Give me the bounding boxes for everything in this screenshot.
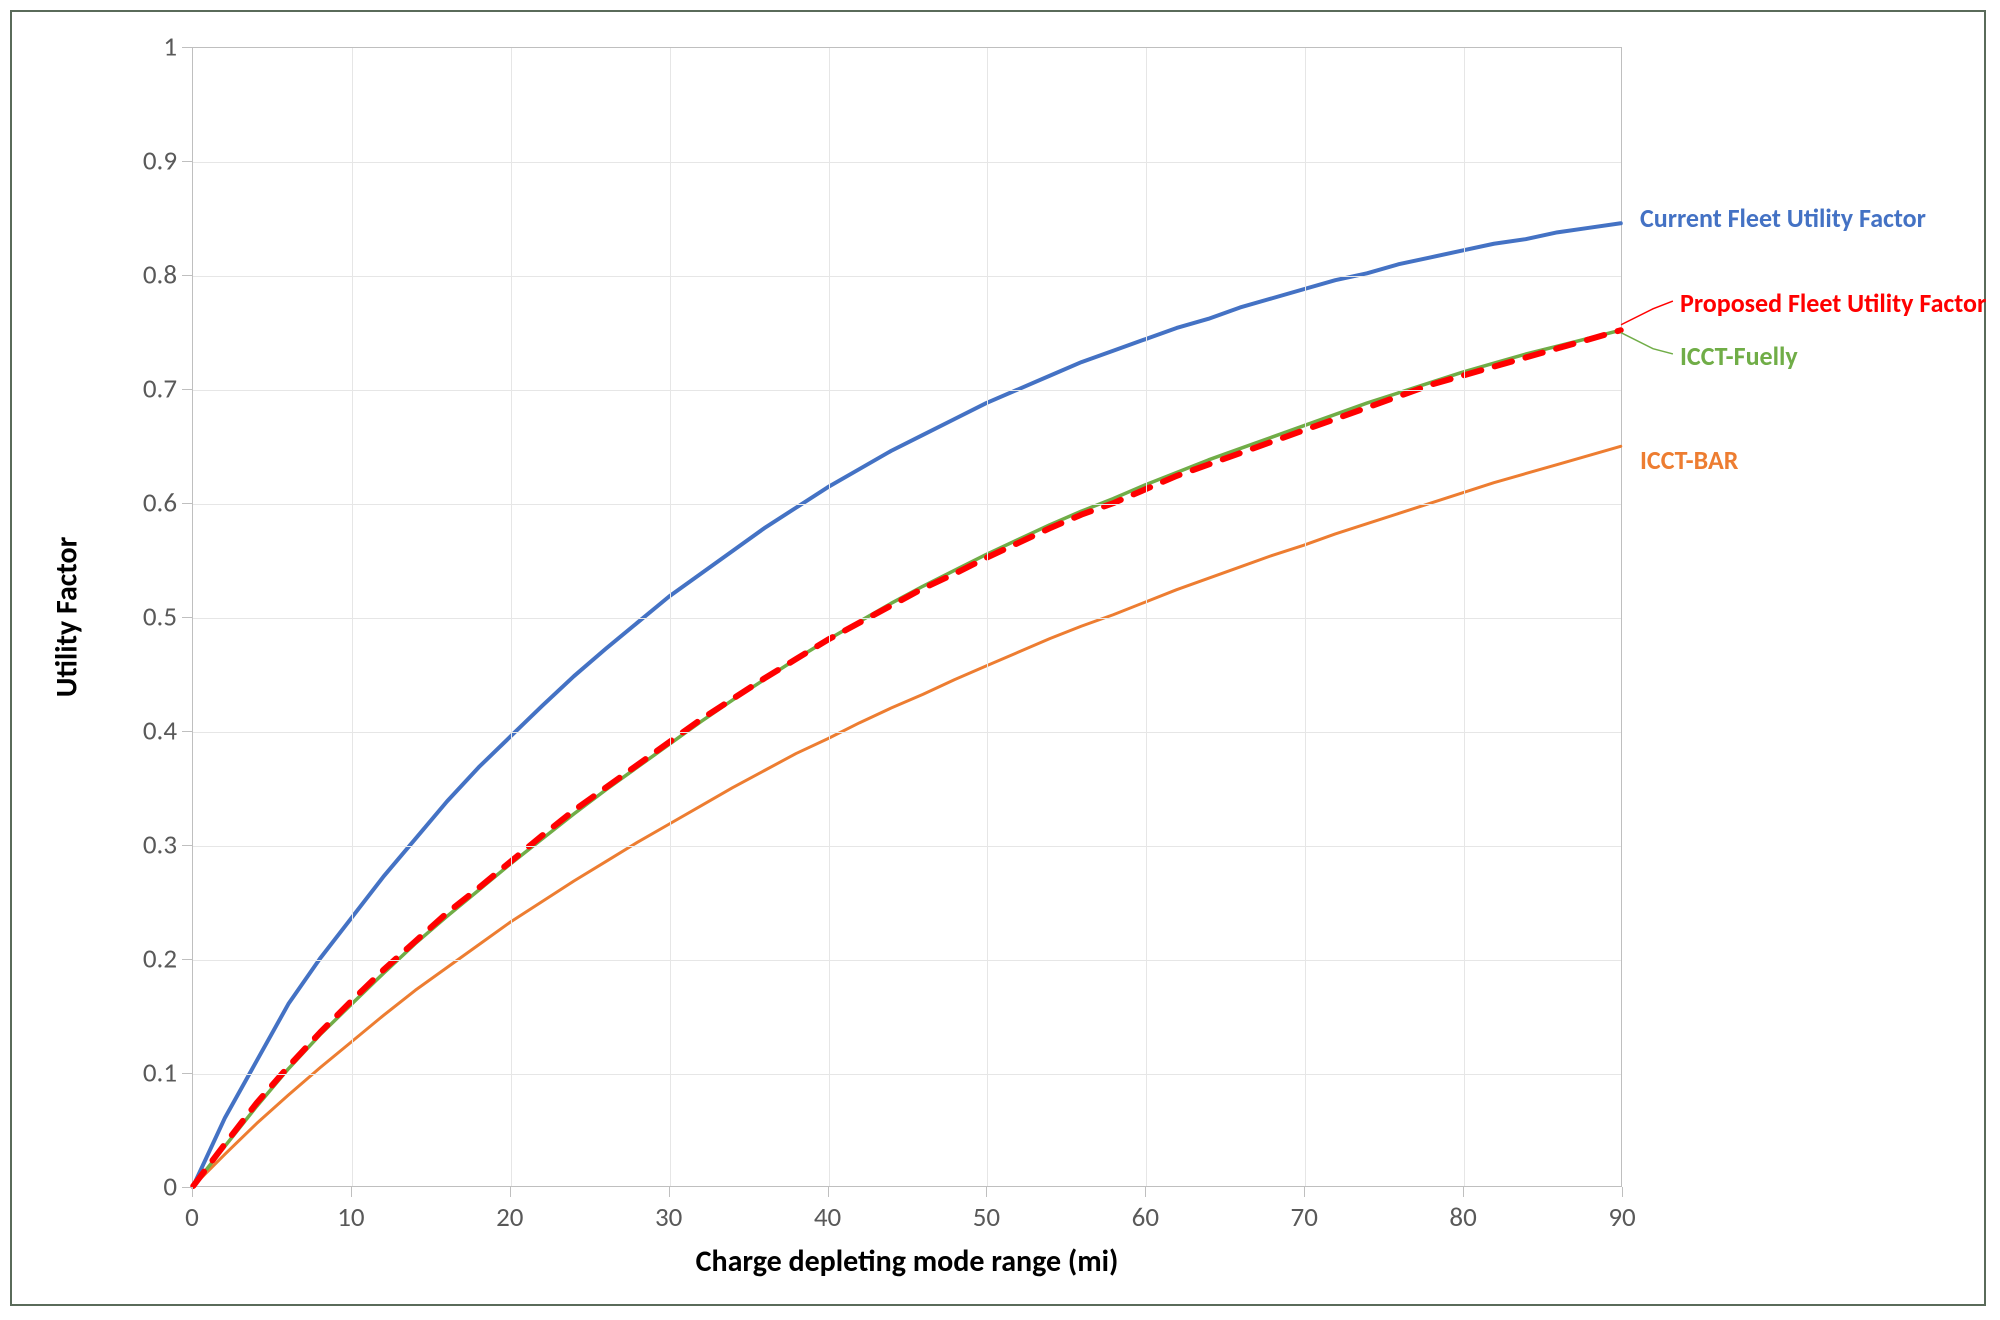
x-tick-label: 20	[496, 1201, 523, 1234]
x-tick-label: 30	[655, 1201, 682, 1234]
x-tick-mark	[1304, 1187, 1305, 1197]
y-tick-mark	[182, 845, 192, 846]
x-tick-mark	[1622, 1187, 1623, 1197]
leader-lines	[12, 12, 1984, 1304]
x-tick-label: 90	[1608, 1201, 1635, 1234]
x-tick-mark	[510, 1187, 511, 1197]
chart-frame: Utility Factor Charge depleting mode ran…	[10, 10, 1986, 1306]
x-tick-label: 40	[814, 1201, 841, 1234]
x-tick-mark	[192, 1187, 193, 1197]
y-tick-label: 0.7	[132, 373, 177, 406]
y-tick-label: 0.9	[132, 145, 177, 178]
x-tick-label: 50	[973, 1201, 1000, 1234]
x-tick-mark	[1463, 1187, 1464, 1197]
y-tick-mark	[182, 959, 192, 960]
y-tick-mark	[182, 161, 192, 162]
x-tick-label: 0	[185, 1201, 199, 1234]
y-tick-mark	[182, 47, 192, 48]
y-tick-label: 0.2	[132, 943, 177, 976]
y-tick-label: 0	[132, 1171, 177, 1204]
y-tick-mark	[182, 503, 192, 504]
x-tick-mark	[986, 1187, 987, 1197]
x-tick-mark	[669, 1187, 670, 1197]
y-tick-mark	[182, 275, 192, 276]
x-tick-label: 80	[1449, 1201, 1476, 1234]
y-tick-mark	[182, 1187, 192, 1188]
y-tick-label: 0.1	[132, 1057, 177, 1090]
y-tick-label: 0.5	[132, 601, 177, 634]
x-tick-mark	[351, 1187, 352, 1197]
y-tick-label: 0.8	[132, 259, 177, 292]
y-tick-label: 0.4	[132, 715, 177, 748]
y-tick-label: 0.3	[132, 829, 177, 862]
x-tick-label: 70	[1291, 1201, 1318, 1234]
x-tick-label: 10	[337, 1201, 364, 1234]
y-tick-mark	[182, 617, 192, 618]
y-tick-mark	[182, 389, 192, 390]
y-tick-label: 0.6	[132, 487, 177, 520]
x-tick-mark	[1145, 1187, 1146, 1197]
y-tick-mark	[182, 1073, 192, 1074]
y-tick-label: 1	[132, 31, 177, 64]
y-tick-mark	[182, 731, 192, 732]
x-tick-mark	[828, 1187, 829, 1197]
leader-line	[1621, 301, 1673, 325]
leader-line	[1621, 333, 1673, 354]
x-tick-label: 60	[1132, 1201, 1159, 1234]
